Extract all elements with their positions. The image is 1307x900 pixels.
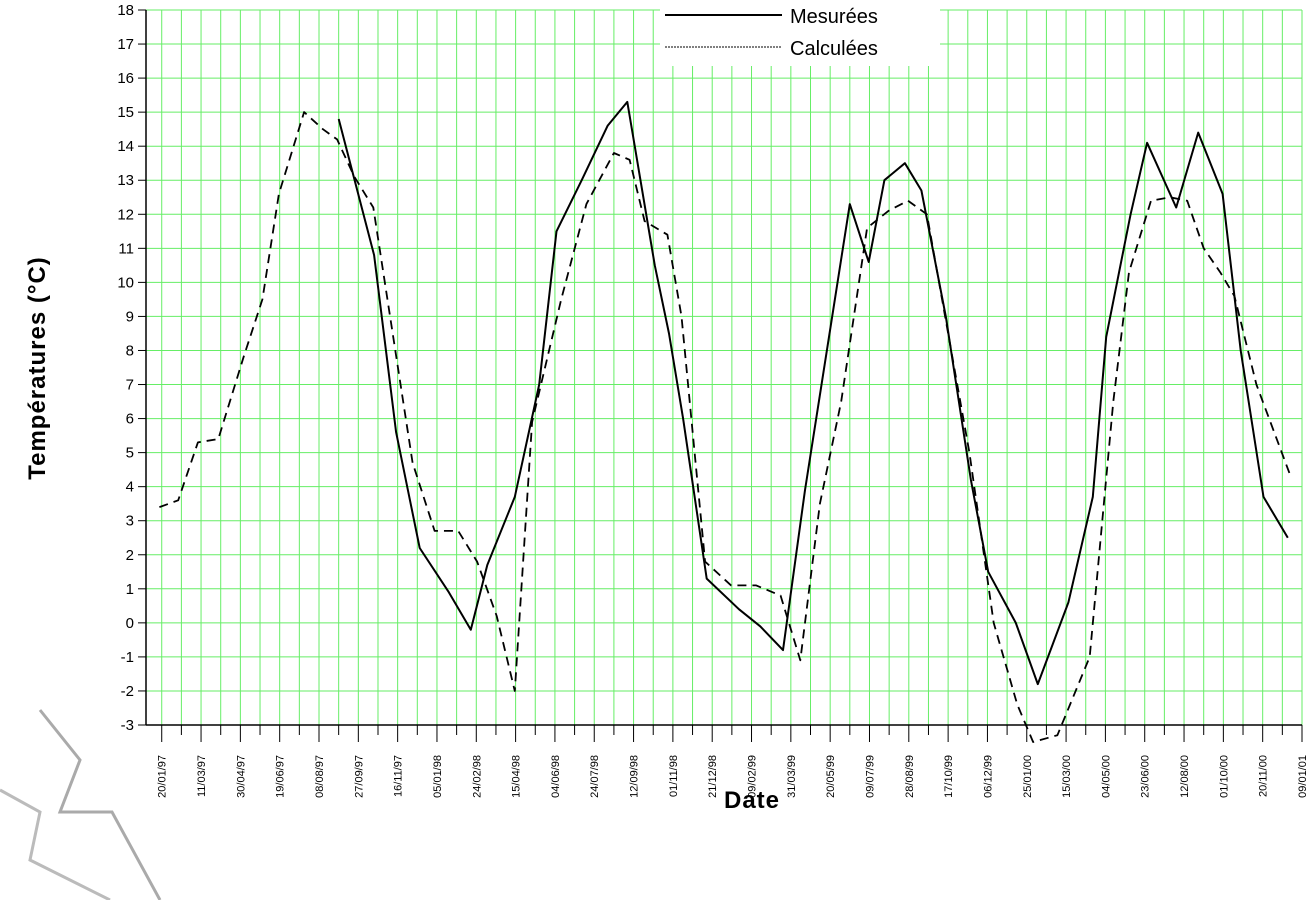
x-tick-label: 12/08/00: [1179, 755, 1191, 798]
x-tick-label: 23/06/00: [1140, 755, 1152, 798]
x-tick-label: 05/01/98: [432, 755, 444, 798]
x-tick-label: 04/06/98: [550, 755, 562, 798]
y-tick-label: 0: [126, 615, 134, 632]
x-tick-label: 04/05/00: [1100, 755, 1112, 798]
x-tick-label: 08/08/97: [314, 755, 326, 798]
x-tick-label: 20/05/99: [825, 755, 837, 798]
x-tick-label: 20/11/00: [1258, 755, 1270, 797]
y-tick-label: 2: [126, 547, 134, 564]
x-tick-label: 27/09/97: [353, 755, 365, 798]
y-tick-label: 8: [126, 342, 134, 359]
x-tick-label: 30/04/97: [235, 755, 247, 798]
decorative-curl: [38, 709, 162, 900]
x-tick-label: 16/11/97: [393, 755, 405, 797]
y-tick-label: 7: [126, 377, 134, 394]
page-decoration: [0, 709, 162, 900]
y-tick-label: 11: [118, 240, 134, 257]
x-tick-label: 01/10/00: [1218, 755, 1230, 798]
series-line-solid: [337, 100, 1289, 686]
x-tick-label: 01/11/98: [668, 755, 680, 797]
y-tick-label: 12: [117, 206, 134, 223]
x-tick-label: 24/02/98: [471, 755, 483, 798]
y-tick-label: 1: [126, 581, 134, 598]
y-tick-label: -1: [121, 649, 134, 666]
y-tick-label: 14: [117, 138, 134, 155]
y-tick-label: 5: [126, 445, 134, 462]
y-tick-label: 13: [117, 172, 134, 189]
y-tick-label: 18: [117, 2, 134, 19]
legend-background: [660, 0, 940, 66]
series-layer: [159, 100, 1291, 743]
x-tick-label: 21/12/98: [707, 755, 719, 798]
x-tick-label: 11/03/97: [196, 755, 208, 797]
x-tick-label: 09/01/01: [1297, 755, 1307, 798]
x-axis-title: Date: [724, 787, 780, 814]
y-tick-label: 6: [126, 411, 134, 428]
x-tick-label: 15/03/00: [1061, 755, 1073, 798]
legend-label: Mesurées: [790, 6, 878, 28]
series-line-dashed: [159, 111, 1291, 743]
x-tick-label: 25/01/00: [1022, 755, 1034, 798]
y-tick-label: -2: [121, 683, 134, 700]
x-tick-label: 28/08/99: [904, 755, 916, 798]
y-tick-label: 3: [126, 513, 134, 530]
x-tick-label: 17/10/99: [943, 755, 955, 798]
legend-label: Calculées: [790, 38, 878, 60]
grid: [146, 9, 1303, 726]
x-tick-label: 24/07/98: [589, 755, 601, 798]
y-axis-title: Températures (°C): [24, 256, 51, 480]
axes: -3-2-1012345678910111213141516171820/01/…: [117, 2, 1307, 798]
x-tick-label: 09/07/99: [864, 755, 876, 798]
decorative-curl: [0, 788, 111, 900]
x-tick-label: 19/06/97: [275, 755, 287, 798]
x-tick-label: 09/02/99: [747, 755, 759, 798]
legend: Mesurées Calculées: [660, 0, 940, 66]
y-tick-label: 17: [117, 36, 134, 53]
y-tick-label: 9: [126, 308, 134, 325]
x-tick-label: 06/12/99: [982, 755, 994, 798]
y-tick-label: 15: [117, 104, 134, 121]
y-tick-label: 4: [126, 479, 134, 496]
y-tick-label: 16: [117, 70, 134, 87]
x-tick-label: 20/01/97: [157, 755, 169, 798]
x-tick-label: 15/04/98: [511, 755, 523, 798]
x-tick-label: 31/03/99: [786, 755, 798, 798]
x-tick-label: 12/09/98: [629, 755, 641, 798]
y-tick-label: 10: [117, 274, 134, 291]
y-tick-label: -3: [121, 717, 134, 734]
